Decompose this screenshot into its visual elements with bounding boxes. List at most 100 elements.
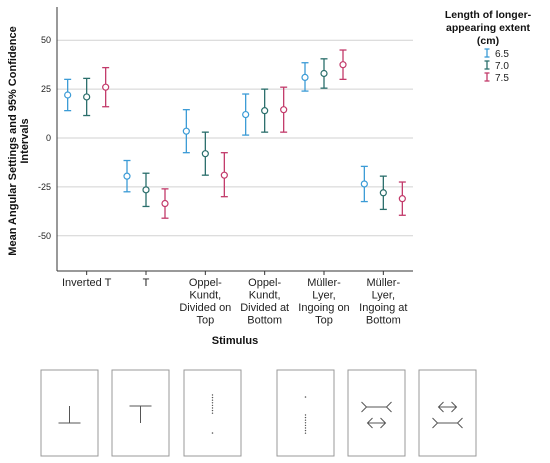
gridlines	[57, 39, 413, 237]
legend-item: 7.5	[484, 72, 509, 84]
y-tick-label: 0	[46, 133, 51, 143]
x-category-label-line: T	[143, 277, 150, 289]
legend-title: Length of longer-appearing extent (cm)	[445, 9, 532, 47]
stimulus-dot	[211, 412, 214, 414]
stimulus-panel-frame	[183, 369, 242, 457]
stimulus-muller-lyer-ingoing-on-top	[347, 369, 406, 457]
x-category-label-line: Divided at	[240, 302, 289, 314]
stimulus-dot	[304, 424, 307, 427]
x-category-label: Oppel-Kundt, Divided on Top	[179, 277, 231, 327]
y-tick-label: 50	[41, 35, 51, 45]
stimulus-dot	[304, 416, 307, 419]
x-category-label: T	[143, 277, 150, 289]
legend: Length of longer-appearing extent (cm) 6.5…	[445, 9, 532, 84]
x-category-label-line: Oppel-	[248, 277, 281, 289]
mean-marker	[301, 73, 309, 82]
x-category-label-line: Top	[315, 315, 333, 327]
legend-label: 7.0	[495, 61, 509, 72]
stimulus-dot	[211, 407, 214, 409]
mean-marker	[64, 91, 72, 99]
legend-label: 6.5	[495, 49, 509, 60]
mean-marker	[142, 186, 150, 194]
stimulus-dot	[211, 404, 214, 407]
stimulus-t-figure	[111, 369, 170, 457]
stimulus-dot	[304, 414, 307, 416]
mean-marker	[398, 195, 406, 203]
x-category-label: Inverted T	[62, 277, 112, 289]
stimulus-inverted-t-figure	[40, 369, 99, 457]
y-tick-label: 25	[41, 84, 51, 94]
x-category-label: Müller-Lyer, Ingoing on Top	[298, 277, 349, 327]
stimulus-oppel-kundt-divided-at-bottom	[276, 369, 335, 457]
x-category-label-line: Top	[196, 315, 214, 327]
stimulus-illustrations	[40, 369, 477, 457]
stimulus-fin	[432, 417, 439, 429]
legend-item: 7.0	[484, 60, 509, 72]
mean-marker	[123, 172, 131, 180]
x-category-label-line: Lyer,	[372, 290, 395, 302]
stimulus-dot	[211, 396, 214, 399]
x-category-label-line: Bottom	[247, 315, 282, 327]
y-tick-label: -25	[38, 182, 51, 192]
stimulus-dot	[304, 419, 307, 421]
stimulus-dot	[304, 427, 307, 429]
stimulus-dot	[304, 422, 307, 424]
series-6.5	[64, 62, 368, 203]
x-category-label-line: Lyer,	[312, 290, 335, 302]
x-category-label: Müller-Lyer, Ingoing at Bottom	[359, 277, 407, 327]
stimulus-panel-frame	[276, 369, 335, 457]
stimulus-dot	[304, 429, 307, 432]
mean-marker	[161, 199, 169, 208]
stimulus-dot	[304, 432, 307, 434]
mean-marker	[83, 93, 91, 101]
mean-marker	[379, 189, 387, 197]
legend-item: 6.5	[484, 48, 509, 60]
stimulus-dot	[304, 396, 307, 398]
stimulus-dot	[211, 399, 214, 401]
mean-marker	[182, 127, 190, 135]
x-category-label-line: Ingoing at	[359, 302, 407, 314]
stimulus-fin	[385, 401, 392, 413]
x-category-label-line: Ingoing on	[298, 302, 349, 314]
stimulus-oppel-kundt-divided-on-top	[183, 369, 242, 457]
stimulus-fin	[380, 417, 387, 429]
stimulus-fin	[366, 417, 373, 429]
mean-marker	[360, 180, 368, 188]
stimulus-dot	[211, 409, 214, 412]
data-series	[64, 49, 406, 219]
x-category-label-line: Müller-	[367, 277, 401, 289]
mean-marker	[102, 83, 110, 91]
y-axis-title: Mean Angular Settings and 95% Confidence…	[7, 26, 31, 255]
stimulus-panel-frame	[347, 369, 406, 457]
stimulus-fin	[451, 401, 458, 413]
mean-marker	[320, 69, 328, 78]
mean-marker	[261, 107, 269, 115]
y-axis-title-line: Intervals	[19, 118, 31, 163]
stimulus-muller-lyer-ingoing-at-bottom	[418, 369, 477, 457]
stimulus-dot	[211, 394, 214, 396]
axes	[56, 7, 413, 275]
mean-marker	[220, 171, 228, 179]
legend-title-line: appearing extent	[446, 22, 531, 34]
stimulus-panel-frame	[418, 369, 477, 457]
mean-marker	[339, 61, 347, 69]
x-category-label-line: Oppel-	[189, 277, 222, 289]
series-7.0	[83, 58, 387, 211]
x-category-label-line: Bottom	[366, 315, 401, 327]
x-category-label: Oppel-Kundt, Divided at Bottom	[240, 277, 289, 327]
stimulus-fin	[456, 417, 463, 429]
mean-marker	[242, 110, 250, 119]
x-category-labels: Inverted T T Oppel-Kundt, Divided on TopOppe…	[62, 277, 407, 327]
mean-marker	[201, 150, 209, 158]
axis-titles: Stimulus Mean Angular Settings and 95% Co…	[7, 26, 258, 347]
x-category-label-line: Inverted T	[62, 277, 112, 289]
y-tick-labels: 50 25 0 -25 -50	[38, 35, 51, 241]
legend-title-line: (cm)	[477, 35, 499, 47]
x-category-label-line: Kundt,	[249, 290, 281, 302]
stimulus-fin	[361, 401, 368, 413]
y-tick-label: -50	[38, 231, 51, 241]
mean-marker	[280, 106, 288, 114]
stimulus-fin	[437, 401, 444, 413]
x-category-label-line: Kundt,	[189, 290, 221, 302]
